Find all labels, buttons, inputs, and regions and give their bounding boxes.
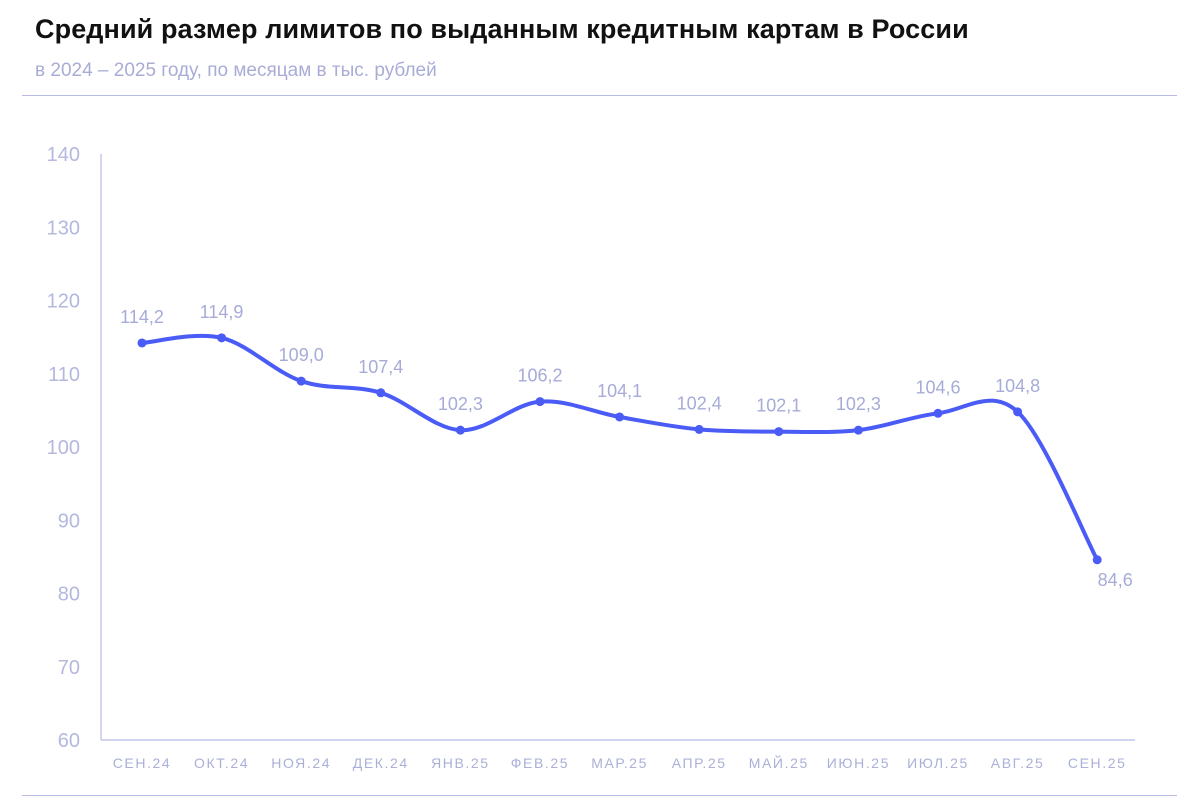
bottom-divider — [22, 795, 1177, 796]
data-point — [296, 376, 306, 386]
series-line — [140, 333, 1100, 562]
y-tick-label: 140 — [47, 144, 80, 166]
data-label: 114,2 — [120, 307, 164, 327]
y-tick-label: 110 — [48, 364, 80, 386]
data-label: 107,4 — [358, 357, 403, 377]
y-tick-label: 120 — [47, 291, 80, 313]
x-tick-label: ОКТ.24 — [194, 755, 249, 771]
data-point — [376, 388, 386, 398]
x-tick-label: СЕН.25 — [1068, 755, 1127, 771]
data-label: 106,2 — [517, 366, 562, 386]
data-label: 102,3 — [836, 394, 881, 414]
x-tick-label: ЯНВ.25 — [431, 755, 490, 771]
data-point — [853, 425, 863, 435]
x-tick-label: СЕН.24 — [113, 755, 172, 771]
data-points — [137, 333, 1102, 565]
x-tick-label: МАР.25 — [591, 755, 648, 771]
series-line-path — [140, 333, 1100, 562]
x-tick-label: МАЙ.25 — [749, 754, 809, 771]
x-axis: СЕН.24 ОКТ.24 НОЯ.24 ДЕК.24 ЯНВ.25 ФЕВ.25 МАР.… — [101, 739, 1135, 771]
y-tick-label: 80 — [58, 584, 80, 606]
data-point — [1092, 555, 1102, 565]
data-point — [455, 425, 465, 435]
data-label: 104,1 — [597, 381, 642, 401]
top-divider — [22, 95, 1177, 96]
y-tick-label: 70 — [58, 657, 80, 679]
y-tick-label: 60 — [58, 730, 80, 752]
data-point — [217, 333, 227, 343]
data-point — [694, 424, 704, 434]
y-tick-label: 90 — [58, 510, 80, 532]
data-label: 109,0 — [279, 345, 324, 365]
data-point — [535, 397, 545, 407]
data-label: 102,4 — [677, 393, 722, 413]
y-tick-label: 100 — [47, 437, 80, 459]
data-labels: 114,2 114,9 109,0 107,4 102,3 106,2 104,1 102,4… — [120, 302, 1133, 590]
chart-title: Средний размер лимитов по выданным креди… — [35, 14, 969, 44]
data-point — [774, 427, 784, 437]
data-point — [933, 408, 943, 418]
x-tick-label: ФЕВ.25 — [511, 755, 569, 771]
data-label: 104,6 — [915, 377, 960, 397]
x-tick-label: ИЮЛ.25 — [907, 755, 969, 771]
data-label: 102,3 — [438, 394, 483, 414]
data-point — [615, 412, 625, 422]
data-label: 114,9 — [200, 302, 244, 322]
x-tick-label: АВГ.25 — [991, 755, 1045, 771]
data-point — [1013, 407, 1023, 417]
x-tick-label: НОЯ.24 — [271, 755, 331, 771]
data-label: 102,1 — [756, 396, 801, 416]
x-tick-label: ДЕК.24 — [353, 755, 409, 771]
data-label: 104,8 — [995, 376, 1040, 396]
y-tick-label: 130 — [47, 217, 80, 239]
data-point — [137, 338, 147, 348]
x-tick-label: ИЮН.25 — [827, 755, 890, 771]
x-tick-label: АПР.25 — [672, 755, 727, 771]
data-label: 84,6 — [1098, 570, 1133, 590]
chart-subtitle: в 2024 – 2025 году, по месяцам в тыс. ру… — [35, 60, 437, 81]
y-axis: 60 70 80 90 100 110 120 130 140 — [47, 144, 102, 752]
